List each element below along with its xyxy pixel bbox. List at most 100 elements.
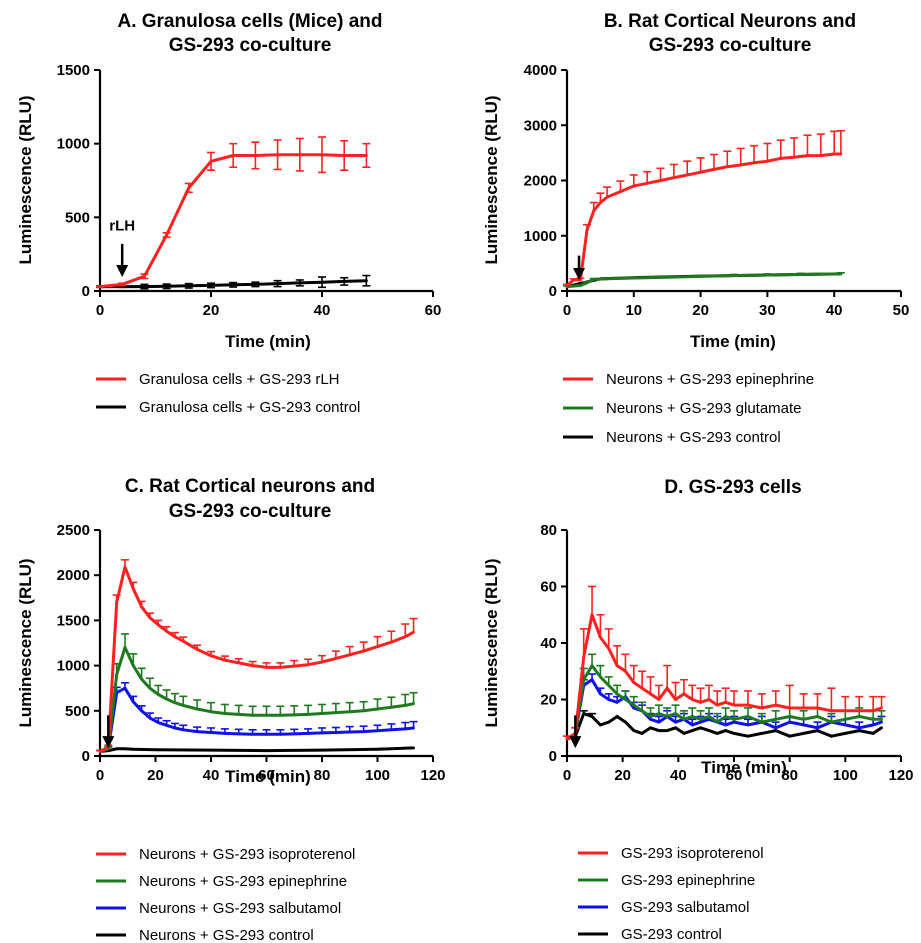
data-point (195, 647, 199, 651)
data-point (320, 660, 324, 664)
data-point (123, 565, 127, 569)
data-point (707, 698, 711, 701)
y-tick-label: 500 (65, 209, 90, 226)
chart-title: A. Granulosa cells (Mice) and (117, 11, 382, 32)
data-point (251, 713, 255, 717)
data-point (788, 715, 792, 718)
data-point (165, 233, 169, 237)
y-tick-label: 2500 (57, 522, 90, 539)
data-point (760, 720, 764, 724)
y-axis-label: Luminescence (RLU) (16, 558, 35, 727)
data-point (237, 732, 241, 736)
series-neurons-gs-293-glutamate (563, 271, 845, 289)
data-point (582, 678, 586, 682)
data-point (131, 700, 135, 704)
data-point (154, 748, 157, 752)
x-tick-label: 40 (670, 767, 687, 784)
data-point (115, 600, 119, 604)
data-point (880, 706, 883, 710)
series-line (566, 712, 883, 741)
data-point (403, 727, 407, 731)
x-tick-label: 100 (833, 767, 858, 784)
legend-label: Neurons + GS-293 epinephrine (606, 371, 814, 388)
y-tick-label: 1500 (57, 612, 90, 629)
data-point (674, 726, 677, 730)
data-point (412, 702, 415, 705)
data-point (254, 282, 257, 286)
data-point (334, 711, 338, 715)
data-point (195, 707, 199, 711)
data-point (181, 703, 185, 707)
legend-label: GS-293 epinephrine (621, 872, 755, 889)
x-tick-label: 40 (203, 767, 220, 784)
data-point (389, 705, 393, 709)
data-point (657, 720, 661, 724)
data-point (607, 698, 611, 701)
x-tick-label: 0 (563, 767, 571, 784)
data-point (115, 747, 119, 751)
x-tick-label: 0 (563, 302, 571, 319)
data-point (857, 715, 861, 718)
data-point (843, 723, 847, 727)
data-point (674, 698, 677, 701)
data-point (365, 154, 368, 157)
data-point (143, 274, 146, 278)
data-point (615, 692, 619, 696)
x-tick-label: 120 (888, 767, 913, 784)
data-point (334, 731, 338, 734)
data-point (181, 728, 185, 732)
data-point (715, 720, 719, 724)
data-point (223, 658, 227, 662)
data-point (779, 157, 783, 160)
x-tick-label: 20 (203, 302, 220, 319)
x-tick-label: 0 (96, 767, 104, 784)
data-point (342, 154, 346, 157)
data-point (165, 629, 169, 633)
data-point (585, 281, 589, 285)
data-point (732, 274, 736, 277)
data-point (599, 201, 602, 205)
data-point (880, 717, 883, 721)
data-point (592, 209, 596, 213)
data-point (292, 732, 296, 736)
stimulus-arrow-head (569, 736, 582, 749)
data-point (403, 703, 407, 707)
stimulus-arrow-head (116, 265, 129, 278)
data-point (607, 683, 611, 687)
x-tick-label: 20 (614, 767, 631, 784)
data-point (732, 703, 736, 707)
data-point (690, 729, 694, 732)
data-point (320, 748, 324, 752)
y-tick-label: 0 (82, 283, 90, 300)
data-point (871, 723, 875, 727)
legend-label: Neurons + GS-293 control (606, 429, 781, 446)
data-point (599, 723, 602, 727)
legend-label: Neurons + GS-293 epinephrine (139, 873, 347, 890)
chart-title: GS-293 co-culture (649, 35, 812, 56)
data-point (173, 701, 177, 705)
data-point (412, 630, 415, 634)
data-point (292, 664, 296, 668)
chart-title: GS-293 co-culture (169, 35, 332, 56)
data-point (187, 284, 191, 288)
x-axis-label: Time (min) (690, 332, 776, 351)
data-point (760, 732, 764, 735)
data-point (732, 720, 736, 724)
y-tick-label: 40 (540, 635, 557, 652)
data-point (659, 179, 662, 182)
data-point (276, 153, 279, 157)
data-point (223, 732, 227, 735)
y-axis-label: Luminescence (RLU) (16, 95, 35, 264)
x-tick-label: 60 (425, 302, 442, 319)
data-point (165, 697, 169, 701)
data-point (774, 729, 778, 732)
data-point (830, 720, 833, 724)
data-point (265, 666, 268, 669)
data-point (712, 168, 716, 171)
data-point (615, 700, 619, 704)
data-point (665, 275, 669, 279)
chart-panel-c: C. Rat Cortical neurons and GS-293 co-cul… (16, 476, 446, 943)
data-point (649, 692, 652, 696)
legend-label: Neurons + GS-293 isoproterenol (139, 846, 355, 863)
data-point (578, 278, 582, 282)
